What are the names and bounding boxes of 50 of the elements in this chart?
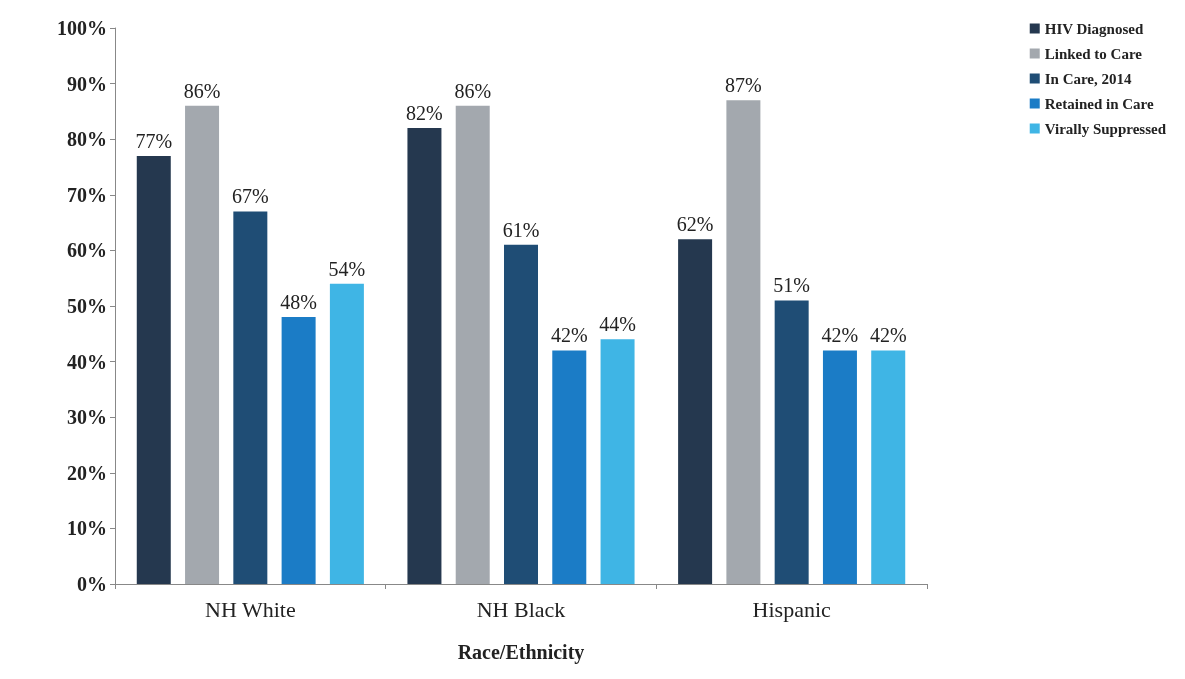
bar: [774, 300, 809, 584]
y-tick-label: 30%: [67, 406, 107, 429]
x-axis-title: Race/Ethnicity: [457, 641, 585, 664]
data-label: 42%: [821, 324, 859, 347]
legend-label: HIV Diagnosed: [1044, 20, 1144, 37]
bar: [822, 350, 857, 584]
bar: [678, 239, 713, 584]
y-tick-label: 100%: [57, 17, 107, 39]
x-tick-label: NH Black: [476, 596, 566, 622]
y-tick-label: 40%: [67, 350, 107, 373]
y-tick-label: 20%: [67, 461, 107, 484]
bar: [504, 244, 538, 584]
legend-label: Virally Suppressed: [1044, 120, 1167, 137]
y-tick-label: 80%: [67, 128, 107, 151]
y-tick-label: 70%: [67, 183, 107, 206]
bar: [136, 155, 171, 584]
y-tick-label: 50%: [67, 295, 107, 317]
x-tick-label: Hispanic: [752, 596, 831, 622]
data-label: 54%: [328, 257, 366, 280]
bar: [233, 211, 268, 584]
data-label: 77%: [135, 129, 173, 152]
x-tick-label: NH White: [205, 596, 296, 622]
bar: [726, 100, 761, 584]
data-label: 48%: [280, 291, 317, 314]
data-label: 44%: [599, 313, 636, 336]
bar: [600, 339, 635, 584]
bar: [552, 350, 587, 584]
data-label: 42%: [869, 324, 907, 347]
y-tick-label: 0%: [77, 573, 107, 595]
data-label: 67%: [232, 185, 269, 208]
data-label: 82%: [406, 102, 443, 125]
y-tick-label: 10%: [67, 517, 107, 540]
bar: [407, 128, 442, 584]
y-tick-label: 90%: [67, 72, 107, 95]
bar: [281, 317, 316, 584]
bar: [455, 105, 490, 584]
legend-label: In Care, 2014: [1044, 70, 1133, 87]
legend-label: Retained in Care: [1044, 95, 1154, 112]
bar: [185, 105, 220, 584]
data-label: 61%: [502, 218, 540, 241]
data-label: 87%: [725, 74, 762, 97]
bar: [329, 283, 364, 584]
data-label: 62%: [676, 213, 714, 236]
data-label: 51%: [773, 274, 810, 297]
legend-label: Linked to Care: [1044, 45, 1143, 62]
data-label: 42%: [550, 324, 588, 347]
data-label: 86%: [454, 79, 492, 102]
y-tick-label: 60%: [67, 239, 107, 262]
bar: [871, 350, 906, 584]
data-label: 86%: [183, 79, 221, 102]
